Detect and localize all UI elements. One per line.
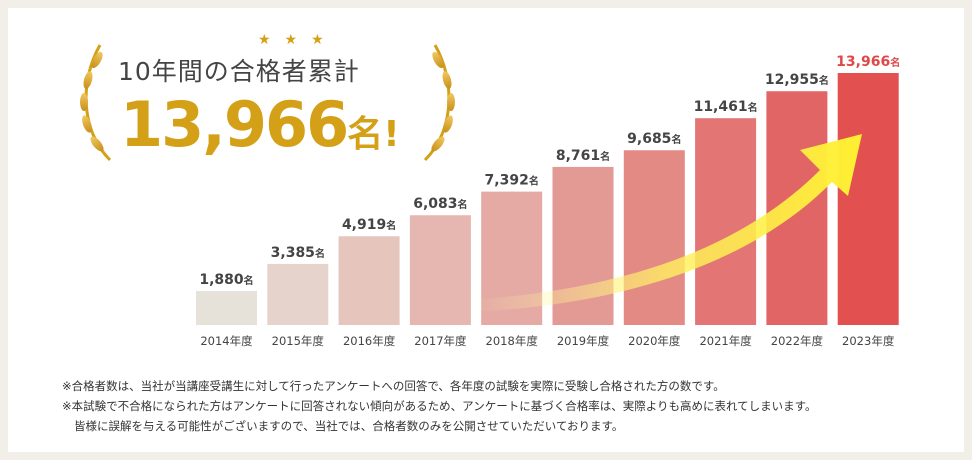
x-tick-label: 2016年度 [343, 334, 396, 348]
headline-total: 13,966名! [120, 88, 400, 161]
x-tick-label: 2020年度 [628, 334, 681, 348]
laurel-right [423, 44, 455, 162]
footnotes: ※合格者数は、当社が当講座受講生に対して行ったアンケートへの回答で、各年度の試験… [62, 376, 816, 436]
bar [338, 236, 400, 325]
bar [623, 150, 685, 325]
x-tick-label: 2023年度 [842, 334, 895, 348]
data-label: 11,461名 [694, 99, 758, 115]
x-tick-label: 2019年度 [557, 334, 610, 348]
x-tick-label: 2018年度 [486, 334, 539, 348]
bar [196, 291, 257, 325]
data-label: 8,761名 [556, 148, 610, 164]
bar [695, 118, 757, 325]
laurel-left [80, 44, 112, 162]
data-label: 1,880名 [199, 272, 253, 288]
footnote: ※合格者数は、当社が当講座受講生に対して行ったアンケートへの回答で、各年度の試験… [62, 379, 725, 393]
headline-title: 10年間の合格者累計 [118, 57, 360, 86]
bar [409, 215, 471, 325]
footnote: ※本試験で不合格になられた方はアンケートに回答されない傾向があるため、アンケート… [62, 399, 817, 413]
data-label: 4,919名 [342, 217, 396, 233]
trend-arrow [470, 134, 862, 312]
data-label: 12,955名 [765, 72, 829, 88]
footnote: 皆様に誤解を与える可能性がございますので、当社では、合格者数のみを公開させていた… [74, 419, 624, 433]
x-tick-label: 2021年度 [699, 334, 752, 348]
x-tick-label: 2015年度 [272, 334, 325, 348]
data-label: 13,966名 [836, 54, 900, 70]
data-label: 6,083名 [413, 196, 467, 212]
stars-icon: ★★★ [258, 32, 338, 48]
data-label: 3,385名 [271, 245, 325, 261]
data-label: 9,685名 [627, 131, 681, 147]
bar [267, 263, 329, 325]
x-tick-label: 2017年度 [414, 334, 467, 348]
x-tick-label: 2022年度 [771, 334, 824, 348]
x-tick-label: 2014年度 [200, 334, 253, 348]
data-label: 7,392名 [485, 173, 539, 189]
bar [837, 73, 899, 325]
